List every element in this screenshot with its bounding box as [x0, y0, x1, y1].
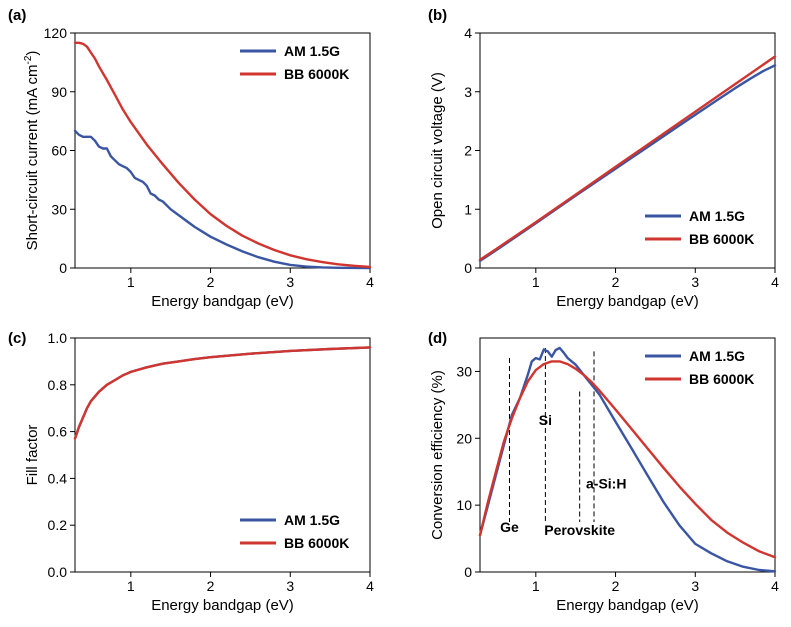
x-tick-label: 1 [532, 578, 540, 594]
annotation-label: a-Si:H [586, 475, 626, 491]
legend-label: BB 6000K [689, 371, 754, 387]
x-tick-label: 3 [691, 274, 699, 290]
annotation-label: Si [539, 412, 552, 428]
y-tick-label: 0 [464, 260, 472, 276]
chart-panel-b: (b) 1 2 3 4 0 1 2 3 4 Energy bandgap (eV) Open circ… [428, 7, 779, 310]
y-tick-label: 0.2 [48, 517, 68, 533]
y-tick-label: 30 [456, 363, 472, 379]
x-tick-label: 1 [127, 578, 135, 594]
y-tick-label: 3 [464, 84, 472, 100]
annotation-label: Ge [500, 519, 519, 535]
legend-label: BB 6000K [284, 535, 349, 551]
y-tick-label: 0 [464, 564, 472, 580]
plot-frame [74, 337, 371, 573]
y-tick-label: 20 [456, 430, 472, 446]
y-tick-label: 0.4 [48, 470, 68, 486]
plot-frame [479, 337, 776, 573]
y-tick-label: 60 [51, 143, 67, 159]
x-axis-title: Energy bandgap (eV) [151, 293, 294, 310]
legend-label: AM 1.5G [284, 43, 340, 59]
x-tick-label: 3 [691, 578, 699, 594]
x-tick-label: 3 [286, 274, 294, 290]
annotation-label: Perovskite [544, 522, 615, 538]
y-axis-title: Short-circuit current (mA cm-2) [23, 51, 41, 251]
series-line-bb-6000k [73, 346, 372, 440]
y-tick-label: 2 [464, 143, 472, 159]
x-axis-title: Energy bandgap (eV) [151, 597, 294, 614]
series-line-am-1-5g [73, 346, 372, 440]
y-tick-label: 10 [456, 497, 472, 513]
legend-label: BB 6000K [284, 66, 349, 82]
y-tick-label: 1.0 [48, 330, 68, 346]
y-tick-label: 30 [51, 201, 67, 217]
x-tick-label: 3 [286, 578, 294, 594]
y-tick-label: 1 [464, 201, 472, 217]
x-tick-label: 2 [207, 274, 215, 290]
y-tick-label: 120 [44, 25, 68, 41]
y-axis-title: Fill factor [24, 425, 41, 486]
x-tick-label: 1 [127, 274, 135, 290]
chart-panel-c: (c) 1 2 3 4 0.0 0.2 0.4 0.6 0.8 1.0 Energy bandgap … [8, 330, 374, 614]
y-tick-label: 0.8 [48, 377, 68, 393]
x-tick-label: 2 [612, 578, 620, 594]
x-tick-label: 4 [771, 578, 779, 594]
panel-label-c: (c) [8, 330, 26, 347]
x-tick-label: 2 [207, 578, 215, 594]
chart-panel-a: (a) 1 2 3 4 0 30 60 90 120 Energy bandgap (eV) Shor… [8, 7, 374, 310]
y-tick-label: 0.6 [48, 424, 68, 440]
x-tick-label: 4 [366, 274, 374, 290]
series-line-am-1-5g [73, 129, 372, 270]
panel-label-a: (a) [8, 7, 26, 24]
y-tick-label: 4 [464, 25, 472, 41]
series-line-bb-6000k [73, 41, 372, 269]
panel-label-d: (d) [428, 330, 447, 347]
y-axis-title: Conversion efficiency (%) [429, 370, 446, 540]
x-tick-label: 4 [771, 274, 779, 290]
legend-label: BB 6000K [689, 231, 754, 247]
y-tick-label: 0.0 [48, 564, 68, 580]
legend-label: AM 1.5G [689, 208, 745, 224]
x-axis-title: Energy bandgap (eV) [556, 293, 699, 310]
x-tick-label: 1 [532, 274, 540, 290]
legend-label: AM 1.5G [689, 348, 745, 364]
x-tick-label: 4 [366, 578, 374, 594]
y-tick-label: 0 [59, 260, 67, 276]
x-tick-label: 2 [612, 274, 620, 290]
series-line-bb-6000k [478, 360, 777, 559]
legend-label: AM 1.5G [284, 512, 340, 528]
y-axis-title: Open circuit voltage (V) [429, 72, 446, 229]
y-tick-label: 90 [51, 84, 67, 100]
series-line-bb-6000k [478, 55, 777, 261]
panel-label-b: (b) [428, 7, 447, 24]
chart-panel-d: (d) 1 2 3 4 0 10 20 30 Energy bandgap (eV) Convers… [428, 330, 779, 614]
x-axis-title: Energy bandgap (eV) [556, 597, 699, 614]
